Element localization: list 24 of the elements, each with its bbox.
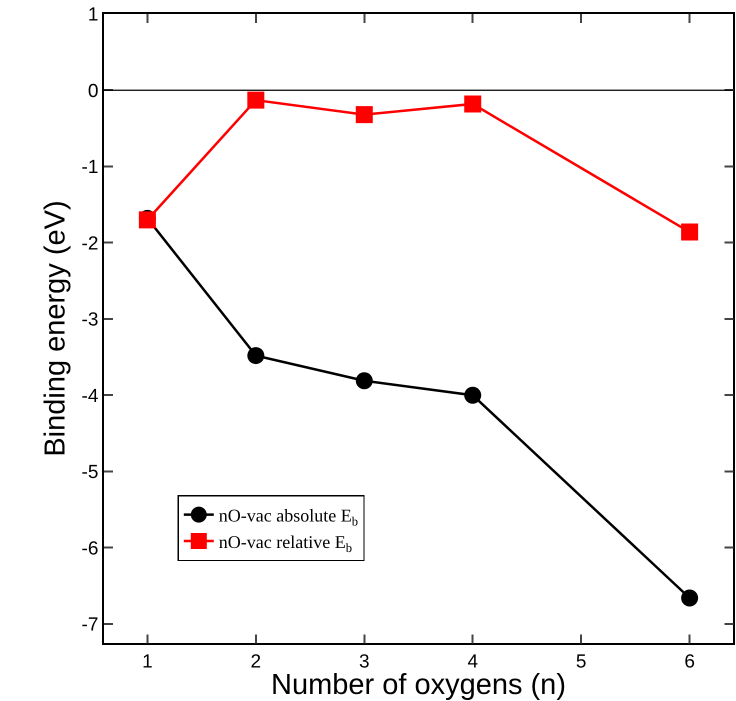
x-tick-label: 1 bbox=[142, 652, 153, 673]
legend-label: nO-vac relative E$_{b}$ bbox=[218, 532, 352, 555]
y-axis-title: Binding energy (eV) bbox=[39, 200, 72, 457]
point bbox=[464, 386, 482, 404]
y-tick-label: 0 bbox=[88, 80, 98, 102]
point bbox=[356, 106, 373, 124]
x-tick-label: 2 bbox=[250, 652, 262, 673]
y-tick-label: -2 bbox=[82, 233, 98, 254]
y-tick-label: -3 bbox=[82, 310, 98, 331]
legend-label: nO-vac absolute E$_{b}$ bbox=[218, 506, 358, 528]
point bbox=[464, 95, 482, 112]
point bbox=[356, 372, 373, 390]
point bbox=[681, 590, 698, 607]
y-tick-label: -5 bbox=[82, 462, 98, 484]
y-tick-label: -6 bbox=[82, 538, 98, 560]
point bbox=[247, 92, 264, 109]
y-tick-label: -1 bbox=[82, 157, 98, 178]
x-tick-label: 6 bbox=[684, 652, 695, 673]
y-tick-label: 1 bbox=[88, 4, 98, 26]
point bbox=[247, 347, 264, 364]
y-tick-label: -7 bbox=[82, 614, 98, 636]
point bbox=[681, 224, 698, 241]
x-tick-label: 5 bbox=[576, 652, 586, 673]
y-tick-label: -4 bbox=[82, 386, 99, 407]
